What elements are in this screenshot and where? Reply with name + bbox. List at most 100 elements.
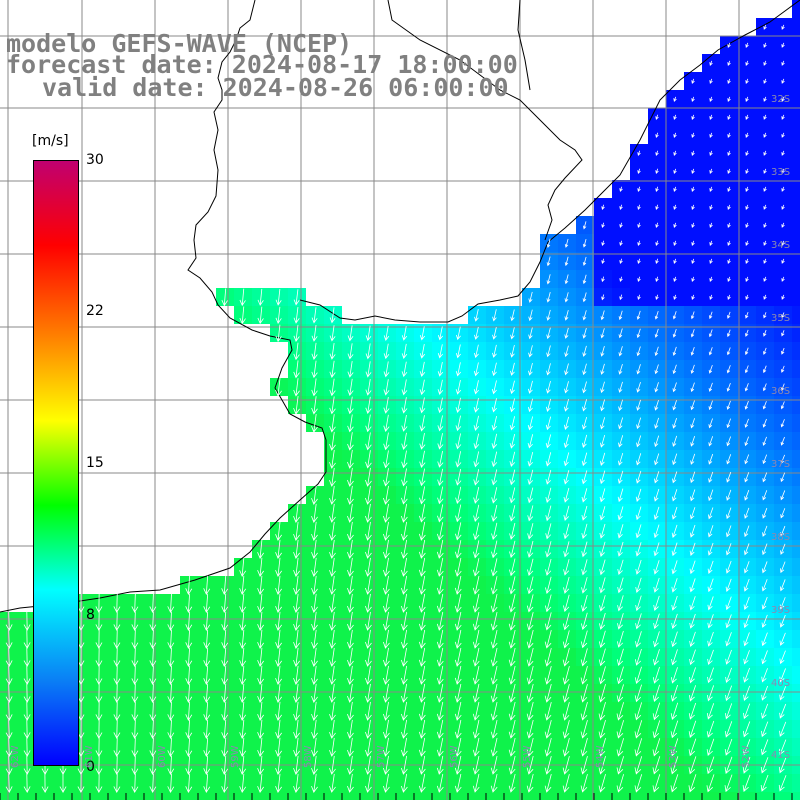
wind-arrow xyxy=(598,666,606,685)
wind-arrow xyxy=(580,702,588,721)
wind-arrow xyxy=(617,470,624,484)
wind-arrow xyxy=(581,541,588,558)
lat-label: 35S xyxy=(771,313,791,324)
wind-arrow xyxy=(383,432,390,451)
wind-arrow xyxy=(382,719,390,739)
lat-label: 34S xyxy=(771,240,791,251)
wind-arrow xyxy=(691,96,695,102)
wind-arrow xyxy=(400,701,408,721)
wind-arrow xyxy=(131,701,139,722)
wind-arrow xyxy=(580,756,588,775)
wind-arrow xyxy=(781,42,785,48)
wind-arrow xyxy=(781,258,785,264)
wind-arrow xyxy=(673,132,677,138)
wind-cell xyxy=(792,774,800,792)
wind-arrow xyxy=(528,309,533,322)
wind-arrow xyxy=(779,597,786,610)
wind-arrow xyxy=(347,378,354,396)
wind-arrow xyxy=(689,560,696,575)
wind-arrow xyxy=(311,325,318,342)
wind-arrow xyxy=(653,560,660,575)
wind-arrow xyxy=(636,435,642,448)
wind-arrow xyxy=(203,611,211,632)
wind-arrow xyxy=(490,701,498,721)
wind-arrow xyxy=(744,472,750,483)
wind-arrow xyxy=(619,276,623,283)
wind-arrow xyxy=(526,594,534,613)
wind-arrow xyxy=(726,471,732,483)
wind-cell xyxy=(792,702,800,720)
wind-cell xyxy=(252,792,270,800)
wind-arrow xyxy=(293,755,300,775)
lon-label: 54W xyxy=(595,745,606,768)
wind-arrow xyxy=(293,593,300,613)
wind-arrow xyxy=(707,685,715,702)
wind-arrow xyxy=(763,312,767,319)
wind-arrow xyxy=(400,521,408,541)
wind-arrow xyxy=(167,647,175,668)
wind-arrow xyxy=(383,361,390,378)
wind-arrow xyxy=(689,596,696,611)
wind-cell xyxy=(792,378,800,396)
wind-arrow xyxy=(437,415,444,432)
wind-arrow xyxy=(544,719,552,739)
wind-arrow xyxy=(580,630,588,649)
wind-arrow xyxy=(329,647,336,667)
wind-arrow xyxy=(311,307,318,324)
wind-arrow xyxy=(455,379,462,395)
wind-arrow xyxy=(221,755,229,775)
wind-arrow xyxy=(257,737,265,757)
wind-arrow xyxy=(185,719,193,740)
wind-arrow xyxy=(708,471,714,483)
wind-arrow xyxy=(347,719,354,739)
wind-arrow xyxy=(419,361,426,377)
wind-arrow xyxy=(654,435,660,448)
wind-arrow xyxy=(582,256,587,266)
wind-cell xyxy=(36,792,54,800)
wind-arrow xyxy=(347,773,354,793)
wind-arrow xyxy=(761,721,769,738)
wind-arrow xyxy=(581,452,588,467)
wind-cell xyxy=(774,792,792,800)
wind-arrow xyxy=(508,701,516,721)
wind-arrow xyxy=(527,434,534,449)
wind-arrow xyxy=(508,611,516,631)
wind-arrow xyxy=(781,204,785,210)
wind-arrow xyxy=(563,434,570,449)
wind-arrow xyxy=(400,773,408,793)
wind-cell xyxy=(792,162,800,180)
colorbar xyxy=(33,160,79,766)
wind-cell xyxy=(288,792,306,800)
wind-arrow xyxy=(311,773,318,793)
wind-arrow xyxy=(618,363,623,375)
wind-cell xyxy=(792,360,800,378)
wind-arrow xyxy=(185,737,193,758)
wind-arrow xyxy=(382,701,390,721)
wind-arrow xyxy=(221,575,229,595)
wind-arrow xyxy=(617,506,624,521)
wind-arrow xyxy=(779,614,786,628)
wind-arrow xyxy=(293,683,300,703)
wind-arrow xyxy=(491,487,498,504)
wind-arrow xyxy=(491,469,498,486)
wind-arrow xyxy=(599,612,606,630)
wind-arrow xyxy=(382,575,390,595)
wind-arrow xyxy=(709,240,713,246)
wind-arrow xyxy=(131,773,139,794)
wind-arrow xyxy=(293,521,300,541)
lon-label: 52W xyxy=(741,745,752,768)
wind-arrow xyxy=(725,578,732,592)
wind-arrow xyxy=(744,436,749,447)
lat-label: 41S xyxy=(771,750,791,761)
wind-arrow xyxy=(509,451,516,467)
wind-arrow xyxy=(365,414,372,433)
wind-arrow xyxy=(329,539,336,559)
wind-cell xyxy=(792,108,800,126)
wind-arrow xyxy=(382,773,390,793)
wind-arrow xyxy=(347,485,354,505)
wind-arrow xyxy=(779,632,786,646)
wind-arrow xyxy=(293,575,300,595)
wind-arrow xyxy=(619,222,623,229)
wind-arrow xyxy=(691,114,695,120)
wind-arrow xyxy=(616,702,625,721)
